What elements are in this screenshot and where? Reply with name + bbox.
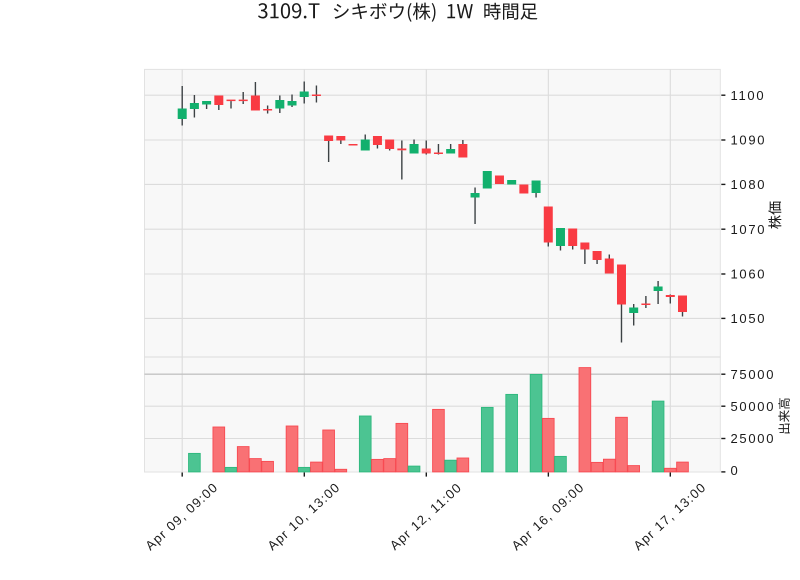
svg-text:75000: 75000 bbox=[731, 367, 776, 382]
svg-text:1080: 1080 bbox=[731, 177, 767, 192]
svg-text:1060: 1060 bbox=[731, 267, 767, 282]
svg-text:1100: 1100 bbox=[731, 88, 766, 103]
svg-text:0: 0 bbox=[731, 463, 740, 478]
svg-text:1070: 1070 bbox=[731, 222, 767, 237]
svg-text:25000: 25000 bbox=[731, 431, 776, 446]
svg-text:1090: 1090 bbox=[731, 133, 767, 148]
svg-text:1050: 1050 bbox=[731, 311, 767, 326]
svg-text:50000: 50000 bbox=[731, 399, 776, 414]
